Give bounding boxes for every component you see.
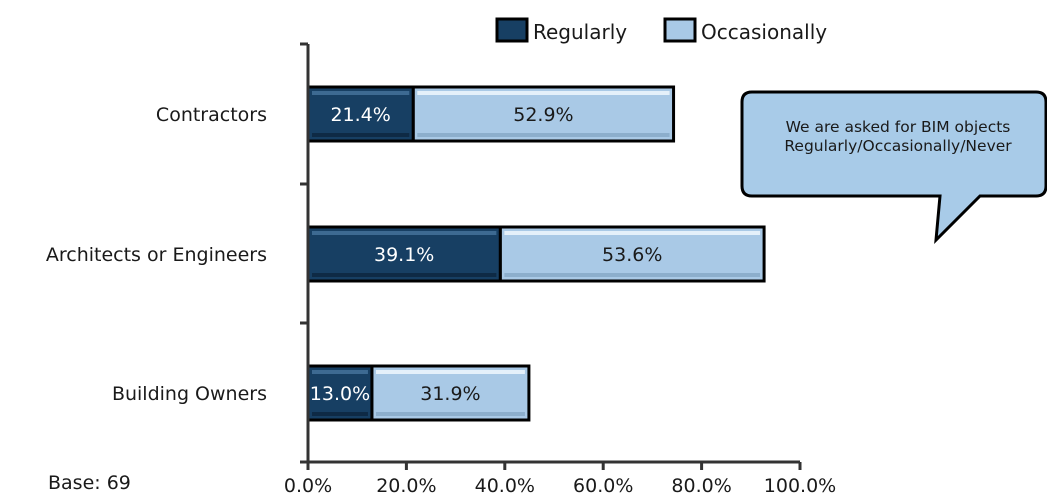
callout-line-1: We are asked for BIM objects: [785, 118, 1011, 136]
bar-occasionally-3: 31.9%: [370, 364, 531, 422]
bar-bevel-bottom: [312, 273, 497, 277]
bar-value-label: 53.6%: [602, 244, 662, 266]
bar-bevel-bottom: [375, 412, 525, 416]
bar-bevel-top: [312, 370, 368, 374]
bar-bevel-bottom: [417, 133, 670, 137]
bar-bevel-top: [417, 91, 670, 95]
category-label: Architects or Engineers: [46, 244, 267, 266]
axes: Contractors Architects or Engineers Buildi…: [46, 42, 836, 497]
callout-bubble: [740, 90, 1047, 244]
bar-regularly-3: 13.0%: [306, 364, 374, 422]
bars: 21.4% 52.9% 39.1% 53.6% 13.0% 31.9%: [306, 85, 766, 422]
callout-bubble-shape: [740, 90, 1047, 244]
bar-rect: [306, 364, 374, 422]
x-tick-label: 60.0%: [573, 475, 633, 497]
callout-line-2: Regularly/Occasionally/Never: [784, 137, 1012, 155]
legend-item-regularly: Regularly: [495, 17, 627, 44]
bar-regularly-2: 39.1%: [306, 225, 502, 283]
bar-regularly-1: 21.4%: [306, 85, 415, 143]
legend-item-occasionally: Occasionally: [663, 17, 827, 44]
legend: Regularly Occasionally: [495, 17, 827, 44]
bar-value-label: 31.9%: [420, 383, 480, 405]
base-note: Base: 69: [48, 472, 131, 494]
bar-occasionally-1: 52.9%: [411, 85, 676, 143]
x-tick-label: 100.0%: [764, 475, 836, 497]
x-tick-label: 80.0%: [671, 475, 731, 497]
bar-rect: [306, 225, 502, 283]
bar-bevel-top: [312, 231, 497, 235]
bar-rect: [498, 225, 766, 283]
x-tick-label: 40.0%: [475, 475, 535, 497]
bar-rect: [370, 364, 531, 422]
x-tick-label: 20.0%: [376, 475, 436, 497]
bar-bevel-bottom: [312, 412, 368, 416]
legend-swatch: [495, 17, 529, 43]
bar-bevel-bottom: [504, 273, 761, 277]
category-label: Building Owners: [112, 383, 267, 405]
legend-swatch: [663, 17, 697, 43]
bar-value-label: 52.9%: [513, 104, 573, 126]
x-tick-label: 0.0%: [284, 475, 332, 497]
bar-rect: [411, 85, 676, 143]
bar-value-label: 21.4%: [330, 104, 390, 126]
bar-value-label: 13.0%: [310, 383, 370, 405]
bar-bevel-bottom: [312, 133, 410, 137]
legend-label: Occasionally: [701, 20, 827, 44]
bar-occasionally-2: 53.6%: [498, 225, 766, 283]
bar-bevel-top: [504, 231, 761, 235]
category-label: Contractors: [156, 104, 267, 126]
bar-bevel-top: [375, 370, 525, 374]
legend-label: Regularly: [533, 20, 627, 44]
callout-text: We are asked for BIM objects Regularly/O…: [742, 118, 1047, 156]
bar-bevel-top: [312, 91, 410, 95]
bar-value-label: 39.1%: [374, 244, 434, 266]
